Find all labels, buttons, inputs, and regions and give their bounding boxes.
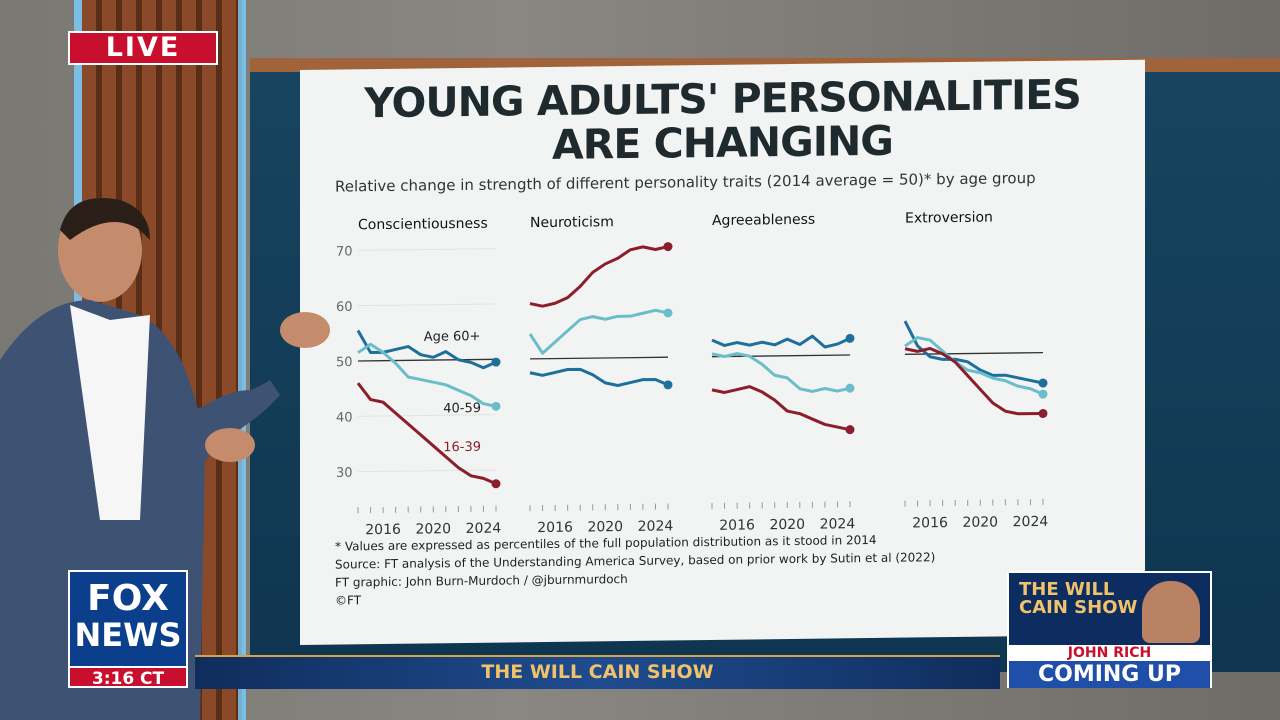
series-line — [529, 245, 669, 308]
series-line — [711, 334, 851, 349]
y-tick-label: 60 — [336, 300, 353, 315]
series-line — [356, 382, 497, 486]
gridline — [358, 414, 496, 417]
x-tick-label: 2024 — [820, 516, 856, 532]
panel-title: Agreeableness — [712, 212, 815, 229]
panel-title: Extroversion — [905, 210, 993, 227]
x-tick-label: 2024 — [638, 518, 674, 534]
series-direct-label: 16-39 — [443, 440, 481, 455]
graphic-footnotes: * Values are expressed as percentiles of… — [335, 530, 935, 609]
broadcast-clock: 3:16 CT — [68, 666, 188, 689]
series-end-dot — [1038, 408, 1048, 418]
x-tick-label: 2020 — [769, 517, 805, 533]
promo-coming-up: COMING UP — [1009, 661, 1210, 688]
series-direct-label: Age 60+ — [424, 329, 481, 345]
series-direct-label: 40-59 — [443, 401, 481, 416]
series-end-dot — [663, 308, 673, 318]
series-end-dot — [845, 425, 855, 435]
series-end-dot — [491, 357, 501, 367]
y-tick-label: 50 — [336, 355, 353, 370]
x-tick-label: 2024 — [1013, 514, 1049, 530]
logo-news: NEWS — [74, 616, 182, 654]
gridline — [358, 248, 496, 251]
x-tick-label: 2016 — [719, 517, 755, 533]
small-multiples-line-charts: Conscientiousness 30 40 50 60 70 2016 2020 2024 N… — [336, 210, 1049, 539]
blue-light-strip — [238, 0, 246, 720]
series-line — [529, 367, 669, 387]
series-line — [357, 342, 497, 408]
series-end-dot — [663, 380, 673, 390]
guest-photo — [1142, 581, 1200, 643]
baseline-50 — [530, 356, 668, 360]
chart-graphic: YOUNG ADULTS' PERSONALITIES ARE CHANGING… — [300, 59, 1145, 646]
live-badge: LIVE — [68, 31, 218, 65]
series-line — [904, 346, 1043, 416]
x-tick-label: 2024 — [466, 521, 502, 537]
baseline-50 — [712, 354, 850, 358]
panel-title: Neuroticism — [530, 214, 614, 231]
panel-title: Conscientiousness — [358, 216, 488, 234]
series-end-dot — [845, 383, 855, 393]
series-line — [904, 336, 1044, 396]
series-end-dot — [845, 333, 855, 343]
gridline — [358, 469, 496, 473]
x-tick-label: 2020 — [962, 514, 998, 530]
baseline-50 — [358, 358, 496, 362]
series-end-dot — [491, 401, 501, 411]
promo-guest-name: JOHN RICH — [1009, 645, 1210, 661]
show-title: THE WILL CAIN SHOW — [481, 661, 714, 683]
series-end-dot — [663, 242, 673, 252]
logo-fox: FOX — [87, 578, 169, 619]
promo-show-logo: THE WILL CAIN SHOW — [1019, 579, 1138, 618]
y-tick-label: 30 — [336, 466, 353, 481]
series-end-dot — [1038, 378, 1048, 388]
series-end-dot — [1038, 389, 1048, 399]
coming-up-promo: THE WILL CAIN SHOW JOHN RICH COMING UP — [1007, 571, 1212, 688]
series-line — [528, 308, 669, 355]
gridline — [358, 303, 496, 307]
x-tick-label: 2020 — [415, 521, 451, 537]
show-title-bar: THE WILL CAIN SHOW — [195, 655, 1000, 689]
series-line — [903, 320, 1044, 385]
series-line — [711, 352, 851, 393]
y-tick-label: 40 — [336, 410, 353, 425]
y-tick-label: 70 — [336, 244, 353, 259]
x-tick-label: 2016 — [912, 515, 948, 531]
x-tick-label: 2016 — [365, 522, 401, 538]
series-line — [711, 385, 851, 432]
x-tick-label: 2016 — [537, 520, 573, 536]
series-end-dot — [491, 479, 501, 489]
x-tick-label: 2020 — [587, 519, 623, 535]
